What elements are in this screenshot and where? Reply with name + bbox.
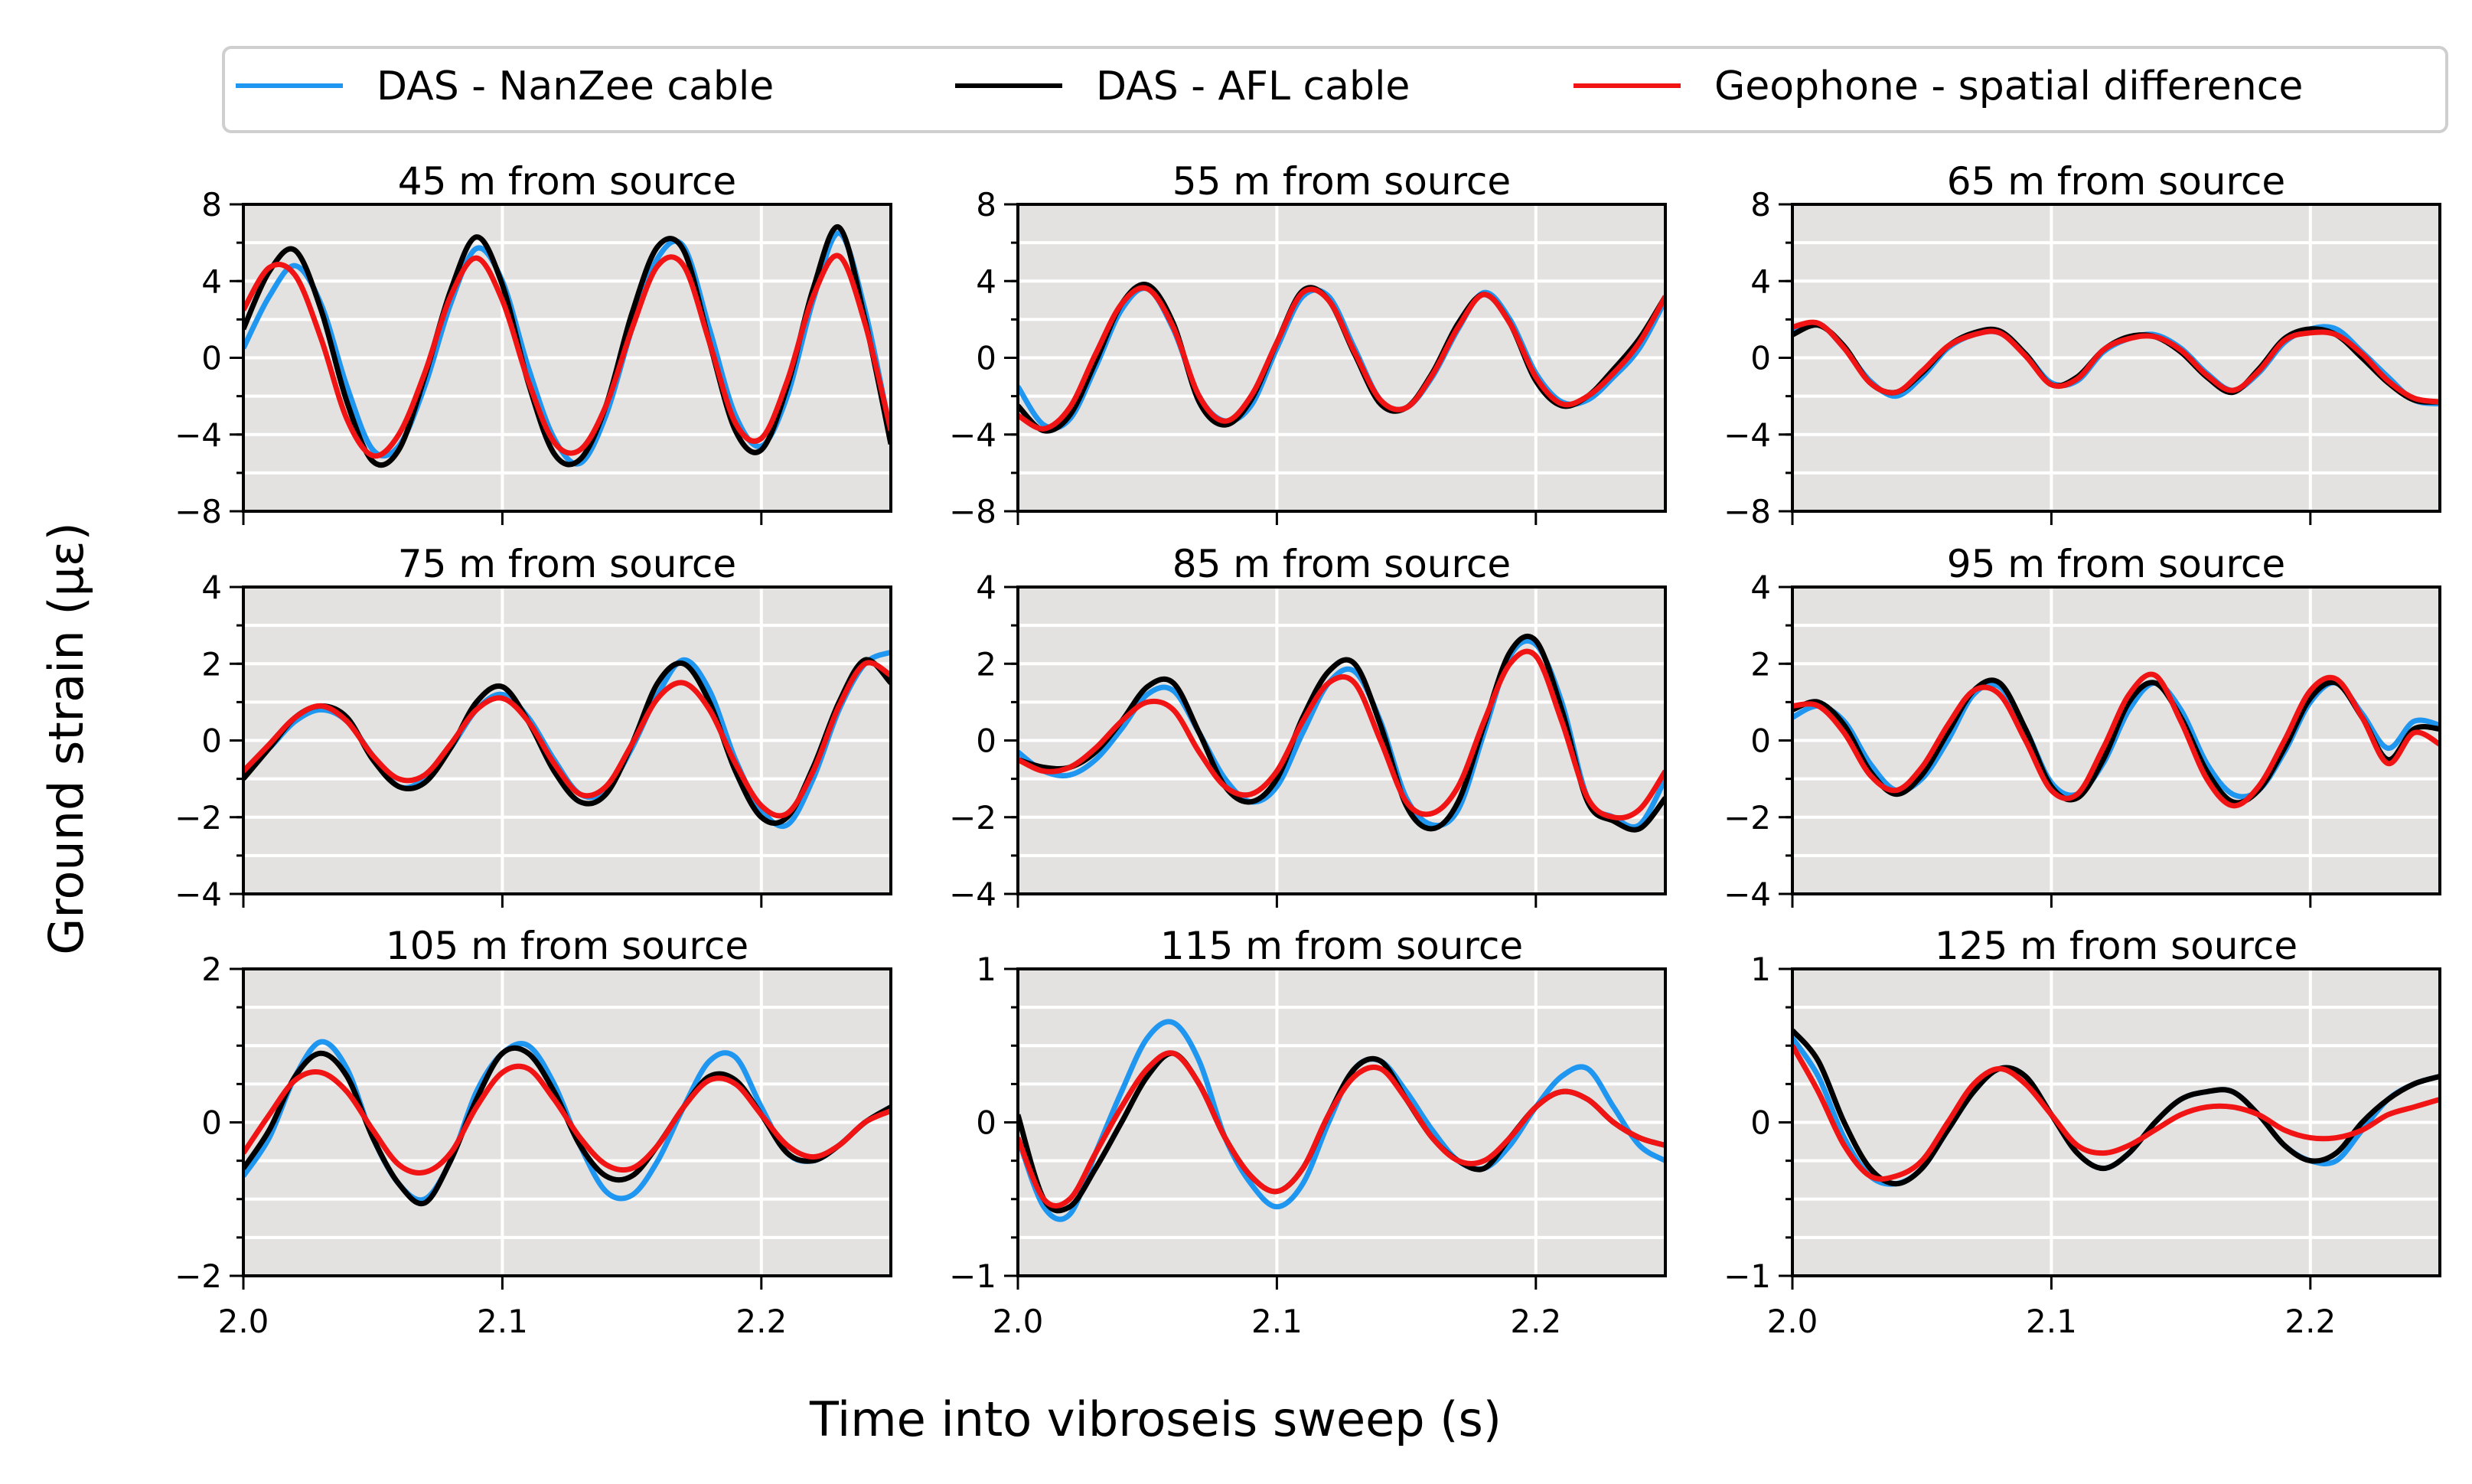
y-tick-label: −4: [1724, 876, 1771, 913]
series-line-afl: [1792, 1028, 2440, 1187]
y-tick-label: 1: [976, 951, 996, 988]
series-group: [1792, 1028, 2440, 1187]
panel-1: −8 −4 0 4 8 45 m from source: [174, 159, 892, 530]
series-line-geophone: [243, 1063, 891, 1176]
y-tick-label: 0: [201, 1104, 222, 1142]
series-line-afl: [243, 1045, 891, 1207]
series-group: [1018, 281, 1665, 434]
panel-3: −8 −4 0 4 8 65 m from source: [1724, 159, 2441, 530]
panel-5: −4 −2 0 2 4 85 m from source: [949, 542, 1667, 913]
y-tick-label: −8: [1724, 493, 1771, 530]
series-line-nanzee: [1018, 1019, 1665, 1222]
x-tick-label: 2.0: [1767, 1303, 1818, 1340]
y-tick-label: 8: [201, 186, 222, 223]
x-tick-label: 2.1: [477, 1303, 528, 1340]
series-line-geophone: [1792, 319, 2440, 405]
series-line-geophone: [1018, 648, 1665, 821]
series-line-geophone: [1792, 671, 2440, 809]
panel-title: 85 m from source: [1172, 542, 1511, 586]
y-tick-label: 0: [1750, 1104, 1771, 1142]
y-tick-label: 4: [976, 569, 996, 606]
y-axis-label: Ground strain (με): [38, 522, 94, 954]
panel-title: 75 m from source: [398, 542, 736, 586]
y-tick-label: −2: [174, 799, 222, 837]
y-tick-label: −4: [949, 416, 996, 454]
series-group: [1018, 634, 1665, 833]
y-tick-label: −4: [174, 416, 222, 454]
series-group: [243, 1039, 891, 1207]
panel-title: 95 m from source: [1947, 542, 2285, 586]
y-tick-label: 4: [1750, 263, 1771, 300]
series-line-geophone: [243, 253, 891, 459]
panel-2: −8 −4 0 4 8 55 m from source: [949, 159, 1667, 530]
y-tick-label: 4: [201, 569, 222, 606]
y-tick-label: −4: [1724, 416, 1771, 454]
y-tick-label: −8: [949, 493, 996, 530]
legend: DAS - NanZee cable DAS - AFL cable Geoph…: [222, 46, 2448, 133]
y-tick-label: −2: [1724, 799, 1771, 837]
y-tick-label: 2: [201, 645, 222, 683]
series-group: [1018, 1019, 1665, 1222]
panel-7: −2 0 2 2.0 2.1 2.2 105 m from source: [174, 924, 892, 1340]
y-tick-label: 0: [976, 722, 996, 760]
y-tick-label: 4: [1750, 569, 1771, 606]
panel-6: −4 −2 0 2 4 95 m from source: [1724, 542, 2441, 913]
series-line-geophone: [1018, 285, 1665, 432]
series-group: [1792, 671, 2440, 809]
series-line-geophone: [1018, 1050, 1665, 1209]
panel-title: 65 m from source: [1947, 159, 2285, 204]
panel-title: 125 m from source: [1935, 924, 2298, 968]
legend-label-geophone: Geophone - spatial difference: [1714, 64, 2303, 109]
x-tick-label: 2.2: [1510, 1303, 1561, 1340]
y-tick-label: −4: [949, 876, 996, 913]
panel-title: 105 m from source: [386, 924, 748, 968]
panel-9: −1 0 1 2.0 2.1 2.2 125 m from source: [1724, 924, 2441, 1340]
y-tick-label: 0: [201, 722, 222, 760]
series-line-geophone: [243, 660, 891, 819]
series-line-nanzee: [243, 230, 891, 467]
y-tick-label: 2: [201, 951, 222, 988]
y-tick-label: −1: [1724, 1257, 1771, 1295]
y-tick-label: 2: [976, 645, 996, 683]
legend-label-nanzee: DAS - NanZee cable: [377, 64, 774, 109]
y-tick-label: 8: [1750, 186, 1771, 223]
series-line-geophone: [1792, 1044, 2440, 1182]
panel-title: 115 m from source: [1160, 924, 1523, 968]
y-tick-label: 1: [1750, 951, 1771, 988]
x-tick-label: 2.1: [2026, 1303, 2077, 1340]
x-tick-label: 2.2: [2284, 1303, 2336, 1340]
panel-grid: −8 −4 0 4 8 45 m from source −8 −4 0 4 8 55 m from …: [174, 159, 2441, 1340]
x-tick-label: 2.1: [1251, 1303, 1303, 1340]
panel-title: 45 m from source: [398, 159, 736, 204]
y-tick-label: −1: [949, 1257, 996, 1295]
y-tick-label: 0: [1750, 340, 1771, 377]
x-tick-label: 2.0: [218, 1303, 269, 1340]
series-line-afl: [1792, 677, 2440, 806]
y-tick-label: −2: [949, 799, 996, 837]
legend-label-afl: DAS - AFL cable: [1096, 64, 1410, 109]
y-tick-label: 2: [1750, 645, 1771, 683]
panel-4: −4 −2 0 2 4 75 m from source: [174, 542, 892, 913]
series-line-afl: [1018, 634, 1665, 833]
series-group: [243, 224, 891, 468]
x-tick-label: 2.0: [993, 1303, 1044, 1340]
series-group: [243, 649, 891, 829]
panel-8: −1 0 1 2.0 2.1 2.2 115 m from source: [949, 924, 1667, 1340]
y-tick-label: −4: [174, 876, 222, 913]
legend-frame: [222, 46, 2448, 133]
x-axis-label: Time into vibroseis sweep (s): [809, 1391, 1502, 1447]
y-tick-label: 0: [976, 340, 996, 377]
x-tick-label: 2.2: [735, 1303, 787, 1340]
y-tick-label: 8: [976, 186, 996, 223]
y-tick-label: 0: [976, 1104, 996, 1142]
y-tick-label: 4: [201, 263, 222, 300]
series-group: [1792, 319, 2440, 407]
y-tick-label: 0: [1750, 722, 1771, 760]
y-tick-label: 0: [201, 340, 222, 377]
panel-title: 55 m from source: [1172, 159, 1511, 204]
y-tick-label: −8: [174, 493, 222, 530]
y-tick-label: 4: [976, 263, 996, 300]
y-tick-label: −2: [174, 1257, 222, 1295]
